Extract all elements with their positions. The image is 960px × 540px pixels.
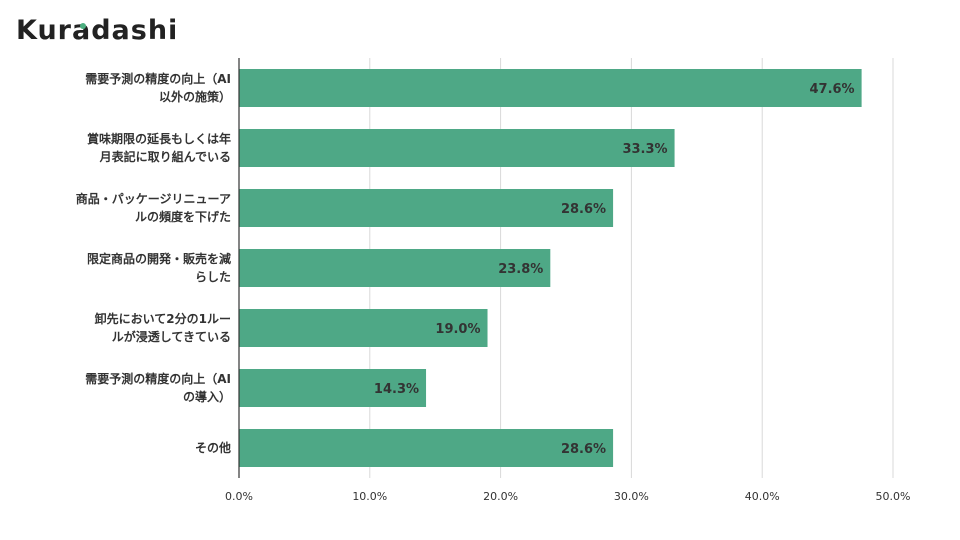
category-label: その他: [195, 440, 231, 455]
logo-text: Kuradashi: [16, 14, 179, 46]
category-label-line: 卸先において2分の1ルー: [95, 311, 231, 326]
category-label-line: 需要予測の精度の向上（AI: [85, 71, 231, 86]
bar: [239, 189, 614, 227]
category-label: 需要予測の精度の向上（AI 以外の施策）: [85, 71, 231, 104]
category-label: 卸先において2分の1ルールが浸透してきている: [95, 311, 231, 344]
labels: 0.0% 10.0% 20.0% 30.0% 40.0% 50.0% 47.6% 需要予測の精…: [76, 71, 911, 503]
category-label-line: 以外の施策）: [159, 89, 231, 104]
bar: [239, 69, 862, 107]
bar-value-label: 47.6%: [809, 82, 854, 97]
bar-value-label: 28.6%: [561, 202, 606, 217]
x-tick-label: 20.0%: [483, 490, 518, 503]
category-label-line: ルの頻度を下げた: [135, 209, 231, 224]
category-label-line: の導入）: [183, 389, 231, 404]
category-label: 商品・パッケージリニューアルの頻度を下げた: [76, 191, 231, 224]
x-tick-label: 10.0%: [352, 490, 387, 503]
bars: [239, 69, 862, 467]
category-label-line: ルが浸透してきている: [112, 329, 231, 344]
bar-value-label: 23.8%: [498, 262, 543, 277]
category-label-line: 需要予測の精度の向上（AI: [85, 371, 231, 386]
category-label-line: 商品・パッケージリニューア: [76, 191, 231, 206]
category-label-line: その他: [195, 440, 231, 455]
x-tick-label: 50.0%: [876, 490, 911, 503]
x-tick-label: 30.0%: [614, 490, 649, 503]
bar: [239, 429, 614, 467]
x-tick-label: 40.0%: [745, 490, 780, 503]
category-label: 限定商品の開発・販売を減らした: [87, 251, 231, 284]
category-label-line: 限定商品の開発・販売を減: [87, 251, 231, 266]
bar: [239, 249, 551, 287]
bar-value-label: 19.0%: [435, 322, 480, 337]
bar-value-label: 14.3%: [374, 382, 419, 397]
bar: [239, 309, 488, 347]
category-label-line: 賞味期限の延長もしくは年: [87, 131, 231, 146]
bar: [239, 369, 427, 407]
logo-dot-icon: [80, 23, 86, 29]
bar-value-label: 33.3%: [622, 142, 667, 157]
bar-value-label: 28.6%: [561, 442, 606, 457]
category-label: 需要予測の精度の向上（AI の導入）: [85, 371, 231, 404]
kuradashi-logo: Kuradashi: [16, 10, 178, 50]
category-label-line: らした: [195, 270, 231, 284]
x-tick-label: 0.0%: [225, 490, 253, 503]
category-label-line: 月表記に取り組んでいる: [99, 149, 231, 164]
category-label: 賞味期限の延長もしくは年月表記に取り組んでいる: [87, 131, 231, 164]
bar: [239, 129, 675, 167]
